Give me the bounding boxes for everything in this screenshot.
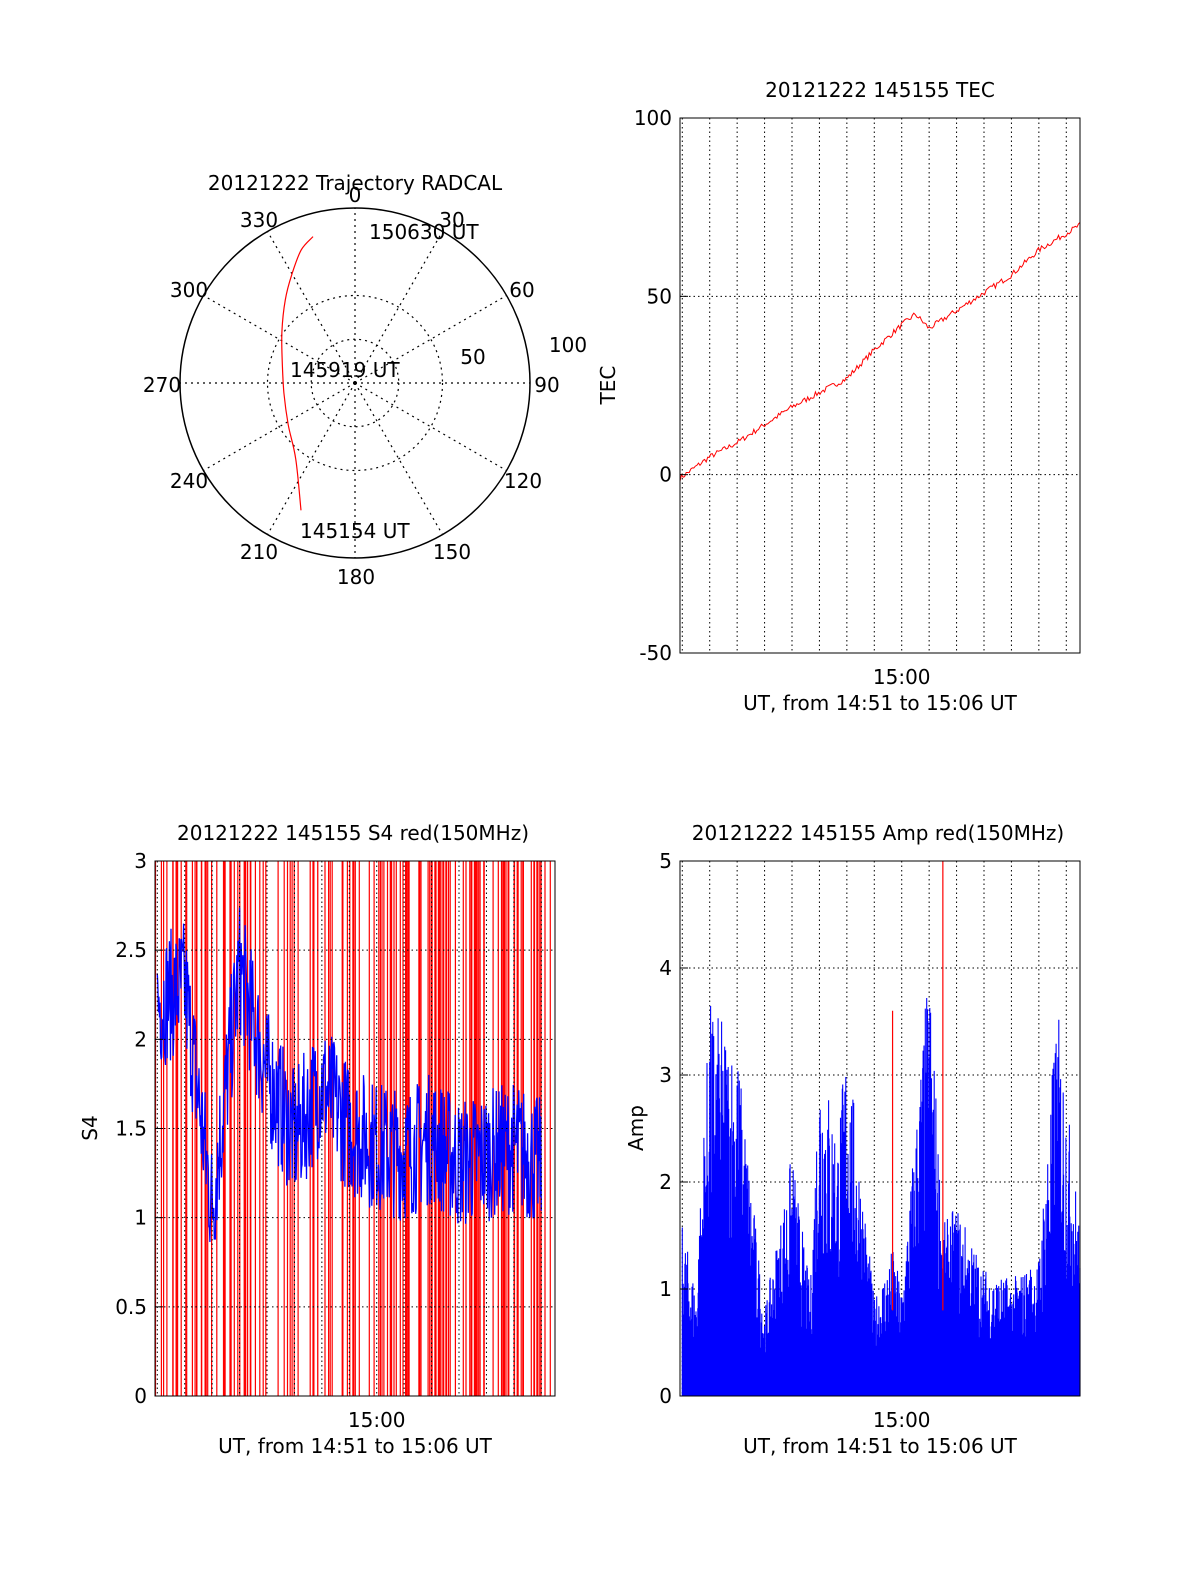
az-label-300: 300 (170, 278, 208, 302)
p3-ytick-label-2: 2 (659, 1170, 672, 1194)
polar-grid (180, 208, 530, 558)
annotation-end-time: 150630 UT (369, 220, 479, 244)
amp-y-ticks: 0 1 2 3 4 5 (659, 849, 688, 1408)
amp-plot-frame (679, 860, 1081, 1397)
p3-ytick-label-5: 5 (659, 849, 672, 873)
amp-panel: 20121222 145155 Amp red(150MHz) 0 1 2 3 4 5 1… (624, 821, 1081, 1458)
tec-y-label: TEC (596, 366, 620, 406)
polar-panel: 20121222 Trajectory RADCAL 0 30 60 90 12… (143, 171, 587, 589)
tec-line (679, 222, 1081, 482)
p1-ytick-label-1: 0 (659, 463, 672, 487)
s4-blue-series (156, 907, 542, 1243)
p3-ytick-label-1: 1 (659, 1277, 672, 1301)
tec-x-label: UT, from 14:51 to 15:06 UT (743, 691, 1018, 715)
tec-y-ticks: -50 0 50 100 (634, 106, 688, 665)
p1-xtick-label-0: 15:00 (873, 665, 931, 689)
az-label-60: 60 (509, 278, 534, 302)
polar-spoke-210 (266, 382, 356, 535)
polar-spoke-150 (354, 382, 444, 535)
polar-spoke-60 (354, 294, 507, 384)
az-label-150: 150 (433, 540, 471, 564)
annotation-mid-time: 145919 UT (290, 358, 400, 382)
amp-blue-series (681, 998, 1081, 1396)
p2-ytick-label-3: 1.5 (115, 1117, 147, 1141)
polar-spoke-30 (354, 231, 444, 384)
polar-title: 20121222 Trajectory RADCAL (208, 171, 503, 195)
polar-spoke-300 (203, 294, 356, 384)
tec-plot-frame (679, 117, 1081, 654)
az-label-180: 180 (337, 565, 375, 589)
tec-title: 20121222 145155 TEC (765, 78, 995, 102)
az-label-0: 0 (349, 183, 362, 207)
p1-ytick-label-2: 50 (647, 284, 672, 308)
annotation-start-time: 145154 UT (300, 519, 410, 543)
p3-ytick-label-4: 4 (659, 956, 672, 980)
p2-xtick-label-0: 15:00 (348, 1408, 406, 1432)
p3-ytick-label-3: 3 (659, 1063, 672, 1087)
p2-ytick-label-1: 0.5 (115, 1295, 147, 1319)
polar-spoke-330 (266, 231, 356, 384)
tec-x-ticks: 15:00 (873, 665, 931, 689)
polar-azimuth-labels: 0 30 60 90 120 150 180 210 240 270 300 3… (143, 183, 560, 589)
p2-ytick-label-2: 1 (134, 1206, 147, 1230)
az-label-210: 210 (240, 540, 278, 564)
p1-ytick-label-0: -50 (639, 641, 672, 665)
s4-y-ticks: 0 0.5 1 1.5 2 2.5 3 (115, 849, 163, 1408)
radius-label-100: 100 (549, 333, 587, 357)
p1-ytick-label-3: 100 (634, 106, 672, 130)
polar-spoke-120 (354, 382, 507, 472)
s4-panel: 20121222 145155 S4 red(150MHz) 0 0.5 1 1.5 2… (78, 821, 556, 1458)
az-label-120: 120 (504, 469, 542, 493)
az-label-90: 90 (534, 373, 559, 397)
p2-ytick-label-4: 2 (134, 1027, 147, 1051)
az-label-30: 30 (439, 208, 464, 232)
amp-x-label: UT, from 14:51 to 15:06 UT (743, 1434, 1018, 1458)
s4-x-ticks: 15:00 (348, 1408, 406, 1432)
az-label-240: 240 (170, 469, 208, 493)
amp-x-ticks: 15:00 (873, 1408, 931, 1432)
tec-series (679, 222, 1081, 482)
polar-outer-circle (179, 207, 531, 559)
s4-y-label: S4 (78, 1115, 102, 1140)
p2-ytick-label-0: 0 (134, 1384, 147, 1408)
az-label-270: 270 (143, 373, 181, 397)
s4-title: 20121222 145155 S4 red(150MHz) (177, 821, 529, 845)
amp-y-label: Amp (624, 1105, 648, 1151)
trajectory-track (281, 236, 314, 511)
az-label-330: 330 (240, 208, 278, 232)
amp-series (681, 861, 1081, 1396)
polar-spoke-240 (203, 382, 356, 472)
tec-grid (680, 118, 1080, 653)
p3-xtick-label-0: 15:00 (873, 1408, 931, 1432)
p2-ytick-label-6: 3 (134, 849, 147, 873)
p3-ytick-label-0: 0 (659, 1384, 672, 1408)
radius-label-50: 50 (460, 345, 485, 369)
p2-ytick-label-5: 2.5 (115, 938, 147, 962)
s4-x-label: UT, from 14:51 to 15:06 UT (218, 1434, 493, 1458)
polar-ring-50 (266, 294, 444, 472)
amp-title: 20121222 145155 Amp red(150MHz) (692, 821, 1064, 845)
